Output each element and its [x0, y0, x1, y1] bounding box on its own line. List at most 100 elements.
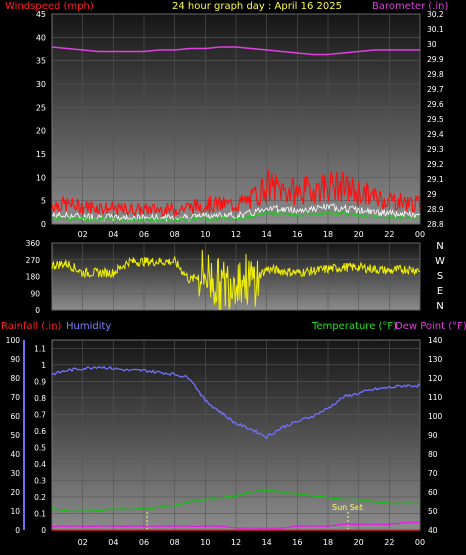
wind-tick-label: 5 [41, 197, 46, 206]
humidity-tick-label: 80 [10, 374, 20, 383]
wind-x-tick-label: 00 [415, 230, 425, 239]
rain-tick-label: 0.5 [34, 443, 46, 452]
temp-tick-label: 110 [428, 393, 443, 402]
barometer-axis-label: Barometer (.in) [372, 1, 448, 12]
baro-tick-label: 29 [427, 190, 437, 199]
baro-tick-label: 28.9 [427, 205, 444, 214]
baro-tick-label: 29.8 [427, 70, 444, 79]
wind-x-tick-label: 16 [292, 230, 302, 239]
wind-x-tick-label: 02 [78, 230, 88, 239]
lower-x-tick-label: 16 [292, 538, 302, 547]
rain-tick-label: 0.8 [34, 394, 46, 403]
wind-tick-label: 10 [36, 173, 46, 182]
barometer-series [51, 46, 420, 56]
temp-tick-label: 120 [428, 374, 443, 383]
temperature-axis-label: Temperature (°F) [311, 321, 397, 332]
direction-tick-label: 270 [26, 256, 41, 265]
temp-tick-label: 130 [428, 355, 443, 364]
compass-letter: N [436, 301, 443, 312]
baro-tick-label: 29.4 [427, 130, 444, 139]
baro-tick-label: 28.8 [427, 220, 444, 229]
lower-x-tick-label: 00 [415, 538, 425, 547]
rain-tick-label: 0.6 [34, 427, 46, 436]
direction-tick-label: 0 [35, 306, 40, 315]
rain-tick-label: 0.4 [34, 460, 46, 469]
baro-tick-label: 30.1 [427, 25, 444, 34]
temp-tick-label: 90 [428, 431, 438, 440]
wind-tick-label: 45 [36, 10, 46, 19]
humidity-tick-label: 0 [15, 526, 20, 535]
temp-tick-label: 80 [428, 450, 438, 459]
windspeed-series [51, 169, 421, 218]
humidity-tick-label: 50 [10, 431, 20, 440]
rain-tick-label: 0.3 [34, 476, 46, 485]
lower-x-tick-label: 02 [78, 538, 88, 547]
rain-tick-label: 0.1 [34, 509, 46, 518]
sunset-label: Sun Set [332, 503, 363, 512]
baro-tick-label: 29.1 [427, 175, 444, 184]
baro-tick-label: 29.5 [427, 115, 444, 124]
rain-tick-label: 0.9 [34, 377, 46, 386]
humidity-tick-label: 10 [10, 507, 20, 516]
humidity-tick-label: 70 [10, 393, 20, 402]
lower-x-tick-label: 18 [323, 538, 333, 547]
rain-tick-label: 0.2 [34, 493, 46, 502]
humidity-tick-label: 90 [10, 355, 20, 364]
temp-tick-label: 50 [428, 507, 438, 516]
direction-tick-label: 180 [26, 273, 41, 282]
wind-tick-label: 30 [36, 80, 46, 89]
baro-tick-label: 29.7 [427, 85, 444, 94]
baro-tick-label: 29.6 [427, 100, 444, 109]
direction-tick-label: 90 [30, 289, 40, 298]
humidity-tick-label: 20 [10, 488, 20, 497]
wind-x-tick-label: 04 [108, 230, 118, 239]
tick-labels: 45403530252015105030.230.13029.929.829.7… [6, 10, 444, 547]
wind-direction-series [51, 249, 421, 311]
lower-x-tick-label: 08 [170, 538, 180, 547]
series [51, 46, 421, 531]
wind-x-tick-label: 22 [384, 230, 394, 239]
lower-x-tick-label: 22 [384, 538, 394, 547]
compass-letter: S [437, 271, 443, 282]
humidity-tick-label: 40 [10, 450, 20, 459]
temperature-series [52, 489, 421, 513]
compass-letter: W [435, 256, 445, 267]
rain-tick-label: 1.1 [34, 344, 46, 353]
humidity-tick-label: 100 [6, 336, 21, 345]
temp-tick-label: 140 [428, 336, 443, 345]
windspeed-low-series [51, 210, 421, 223]
humidity-series [51, 365, 421, 440]
wind-x-tick-label: 10 [200, 230, 210, 239]
baro-tick-label: 29.9 [427, 55, 444, 64]
wind-tick-label: 20 [36, 127, 46, 136]
wind-x-tick-label: 08 [170, 230, 180, 239]
temp-tick-label: 60 [428, 488, 438, 497]
baro-tick-label: 29.2 [427, 160, 444, 169]
baro-tick-label: 30.2 [427, 10, 444, 19]
humidity-tick-label: 30 [10, 469, 20, 478]
temp-tick-label: 100 [428, 412, 443, 421]
lower-x-tick-label: 20 [354, 538, 364, 547]
compass-letter: E [437, 286, 443, 297]
windspeed-axis-label: Windspeed (mph) [5, 1, 94, 12]
lower-x-tick-label: 14 [262, 538, 272, 547]
wind-x-tick-label: 06 [139, 230, 149, 239]
lower-x-tick-label: 10 [200, 538, 210, 547]
temp-tick-label: 40 [428, 526, 438, 535]
wind-x-tick-label: 20 [354, 230, 364, 239]
rain-tick-label: 0.7 [34, 410, 46, 419]
direction-tick-label: 360 [26, 239, 41, 248]
compass-letter: N [436, 241, 443, 252]
dewpoint-series [51, 521, 421, 530]
wind-tick-label: 15 [36, 150, 46, 159]
rain-tick-label: 0 [41, 526, 46, 535]
wind-x-tick-label: 12 [231, 230, 241, 239]
wind-x-tick-label: 14 [262, 230, 272, 239]
lower-x-tick-label: 04 [108, 538, 118, 547]
lower-x-tick-label: 12 [231, 538, 241, 547]
lower-x-tick-label: 06 [139, 538, 149, 547]
wind-x-tick-label: 18 [323, 230, 333, 239]
dewpoint-axis-label: Dew Point (°F) [395, 321, 466, 332]
